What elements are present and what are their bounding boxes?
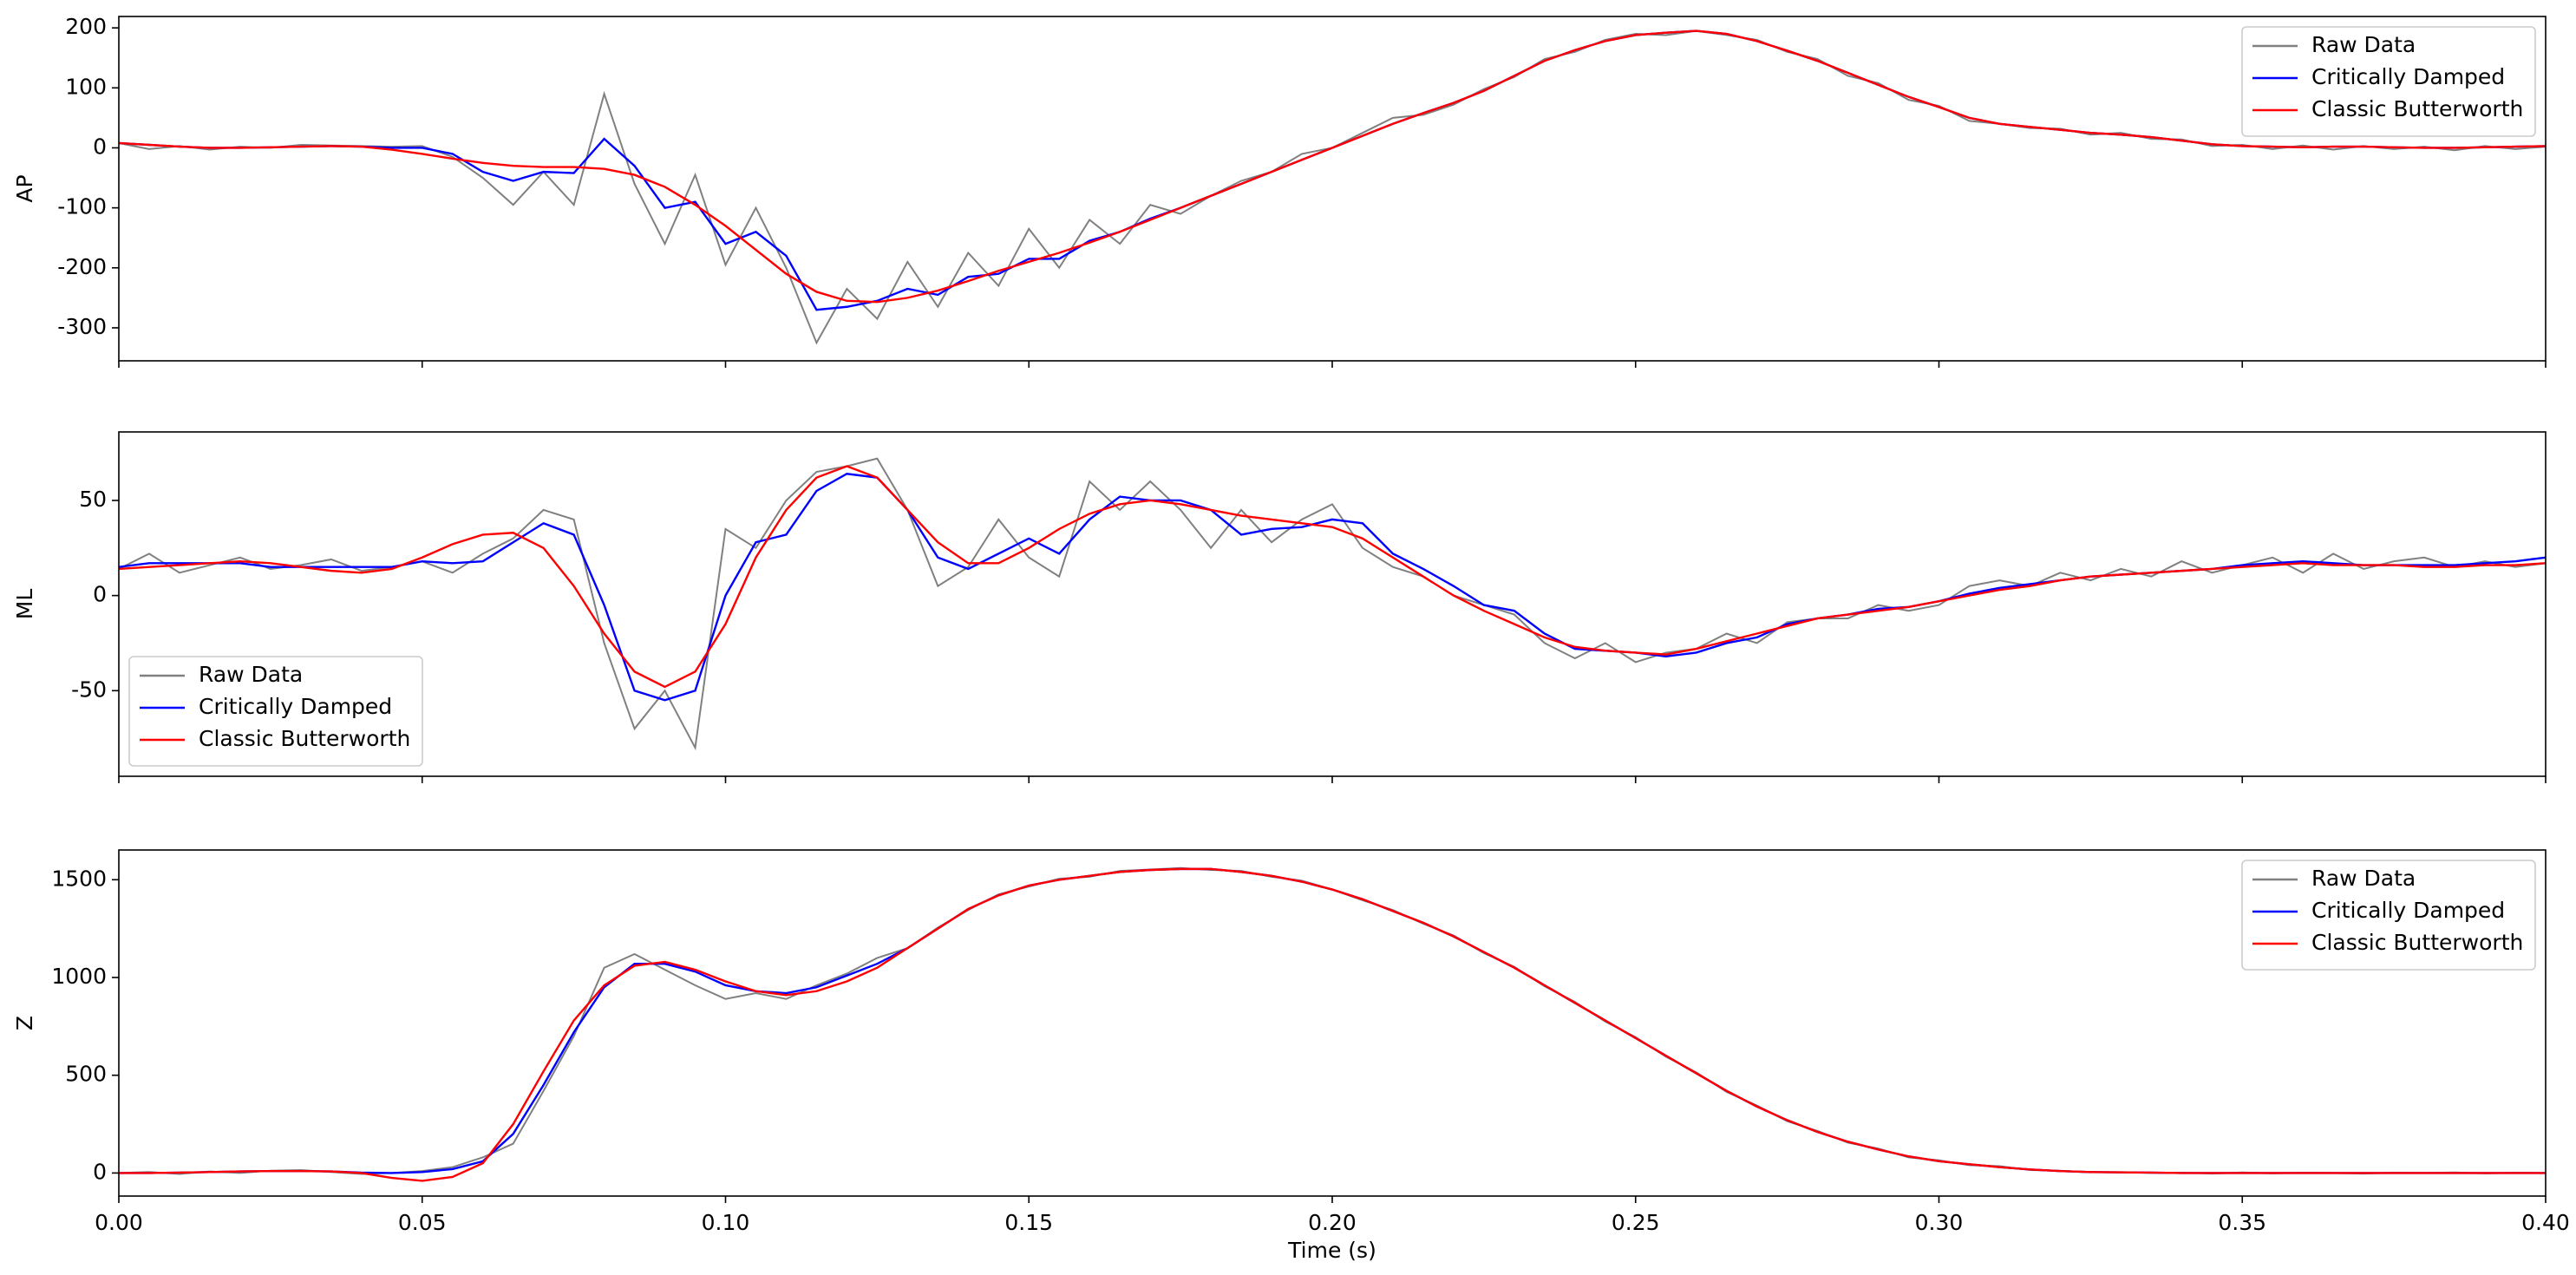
legend: Raw Data Critically Damped Classic Butterw… bbox=[2241, 26, 2536, 137]
legend-label: Raw Data bbox=[2311, 866, 2416, 891]
legend-label: Critically Damped bbox=[2311, 898, 2505, 923]
y-tick-label: 100 bbox=[65, 74, 107, 99]
y-tick-label: 1500 bbox=[51, 866, 107, 891]
plot-area bbox=[119, 850, 2546, 1196]
x-tick-label: 0.35 bbox=[2218, 1210, 2266, 1235]
y-tick-label: 500 bbox=[65, 1062, 107, 1087]
series-line bbox=[119, 867, 2546, 1182]
y-tick-label: -300 bbox=[57, 314, 107, 339]
legend-label: Critically Damped bbox=[199, 694, 392, 719]
y-tick-label: 0 bbox=[93, 1159, 107, 1184]
x-tick-label: 0.05 bbox=[398, 1210, 447, 1235]
series-line bbox=[119, 29, 2546, 304]
axes-frame bbox=[118, 16, 2547, 362]
y-tick-label: 0 bbox=[93, 134, 107, 159]
y-tick-label: -50 bbox=[71, 677, 107, 702]
legend-box bbox=[2241, 860, 2536, 971]
plot-area bbox=[119, 432, 2546, 776]
y-tick-label: 200 bbox=[65, 14, 107, 39]
legend-label: Classic Butterworth bbox=[2311, 930, 2523, 955]
axes-frame bbox=[118, 431, 2547, 777]
y-tick-label: 50 bbox=[79, 487, 107, 512]
legend-box bbox=[128, 656, 423, 767]
y-tick-label: 0 bbox=[93, 582, 107, 607]
y-axis-label: Z bbox=[12, 1016, 37, 1030]
legend: Raw Data Critically Damped Classic Butterw… bbox=[128, 656, 423, 767]
y-axis-label: ML bbox=[12, 589, 37, 620]
axes-frame bbox=[118, 849, 2547, 1197]
y-tick-label: 1000 bbox=[51, 964, 107, 989]
legend-label: Classic Butterworth bbox=[2311, 96, 2523, 121]
legend-label: Classic Butterworth bbox=[199, 726, 410, 751]
legend-label: Critically Damped bbox=[2311, 64, 2505, 89]
legend: Raw Data Critically Damped Classic Butterw… bbox=[2241, 860, 2536, 971]
y-axis-label: AP bbox=[12, 174, 37, 202]
x-tick-label: 0.25 bbox=[1612, 1210, 1660, 1235]
x-tick-label: 0.20 bbox=[1308, 1210, 1357, 1235]
x-axis-label: Time (s) bbox=[1287, 1238, 1376, 1263]
y-tick-label: -200 bbox=[57, 254, 107, 279]
x-tick-label: 0.15 bbox=[1004, 1210, 1053, 1235]
x-tick-label: 0.00 bbox=[95, 1210, 143, 1235]
plot-area bbox=[119, 16, 2546, 361]
series-line bbox=[119, 465, 2546, 689]
legend-box bbox=[2241, 26, 2536, 137]
legend-label: Raw Data bbox=[2311, 32, 2416, 57]
y-tick-label: -100 bbox=[57, 194, 107, 219]
x-tick-label: 0.40 bbox=[2521, 1210, 2570, 1235]
x-tick-label: 0.30 bbox=[1915, 1210, 1964, 1235]
x-tick-label: 0.10 bbox=[702, 1210, 750, 1235]
legend-label: Raw Data bbox=[199, 662, 303, 687]
